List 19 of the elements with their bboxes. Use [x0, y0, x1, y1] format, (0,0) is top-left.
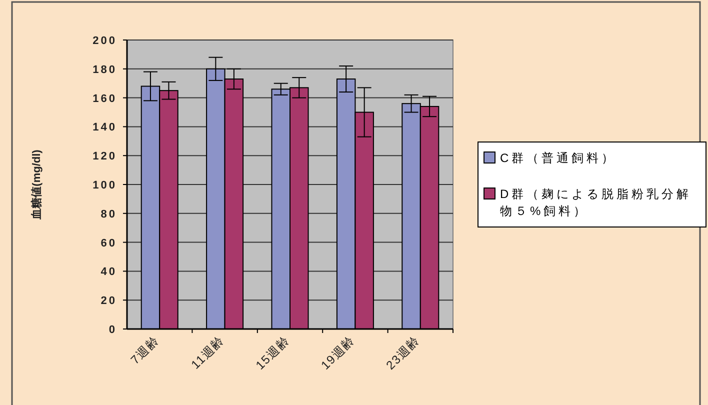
x-tick-label: 23週齢	[383, 333, 423, 372]
legend-label: C群（普通飼料）	[500, 151, 617, 165]
y-tick-label: 40	[100, 266, 117, 278]
legend-label: D群（麹による脱脂粉乳分解物５%飼料）	[500, 187, 692, 218]
y-tick-label: 20	[100, 295, 117, 308]
x-tick-label: 19週齢	[318, 333, 358, 372]
y-tick-label: 120	[92, 150, 117, 163]
x-tick-label: 15週齢	[252, 333, 292, 372]
y-axis-title: 血糖値(mg/dl)	[30, 149, 43, 220]
y-tick-label: 160	[92, 92, 117, 105]
y-tick-label: 180	[92, 64, 117, 76]
x-tick-label: 11週齢	[188, 333, 227, 372]
y-tick-label: 140	[92, 122, 117, 134]
x-tick-label: 7週齢	[128, 333, 162, 367]
y-tick-label: 0	[108, 324, 117, 336]
y-tick-label: 200	[92, 35, 117, 47]
y-tick-label: 60	[100, 237, 117, 250]
y-tick-label: 100	[92, 180, 117, 192]
y-tick-label: 80	[100, 208, 117, 220]
